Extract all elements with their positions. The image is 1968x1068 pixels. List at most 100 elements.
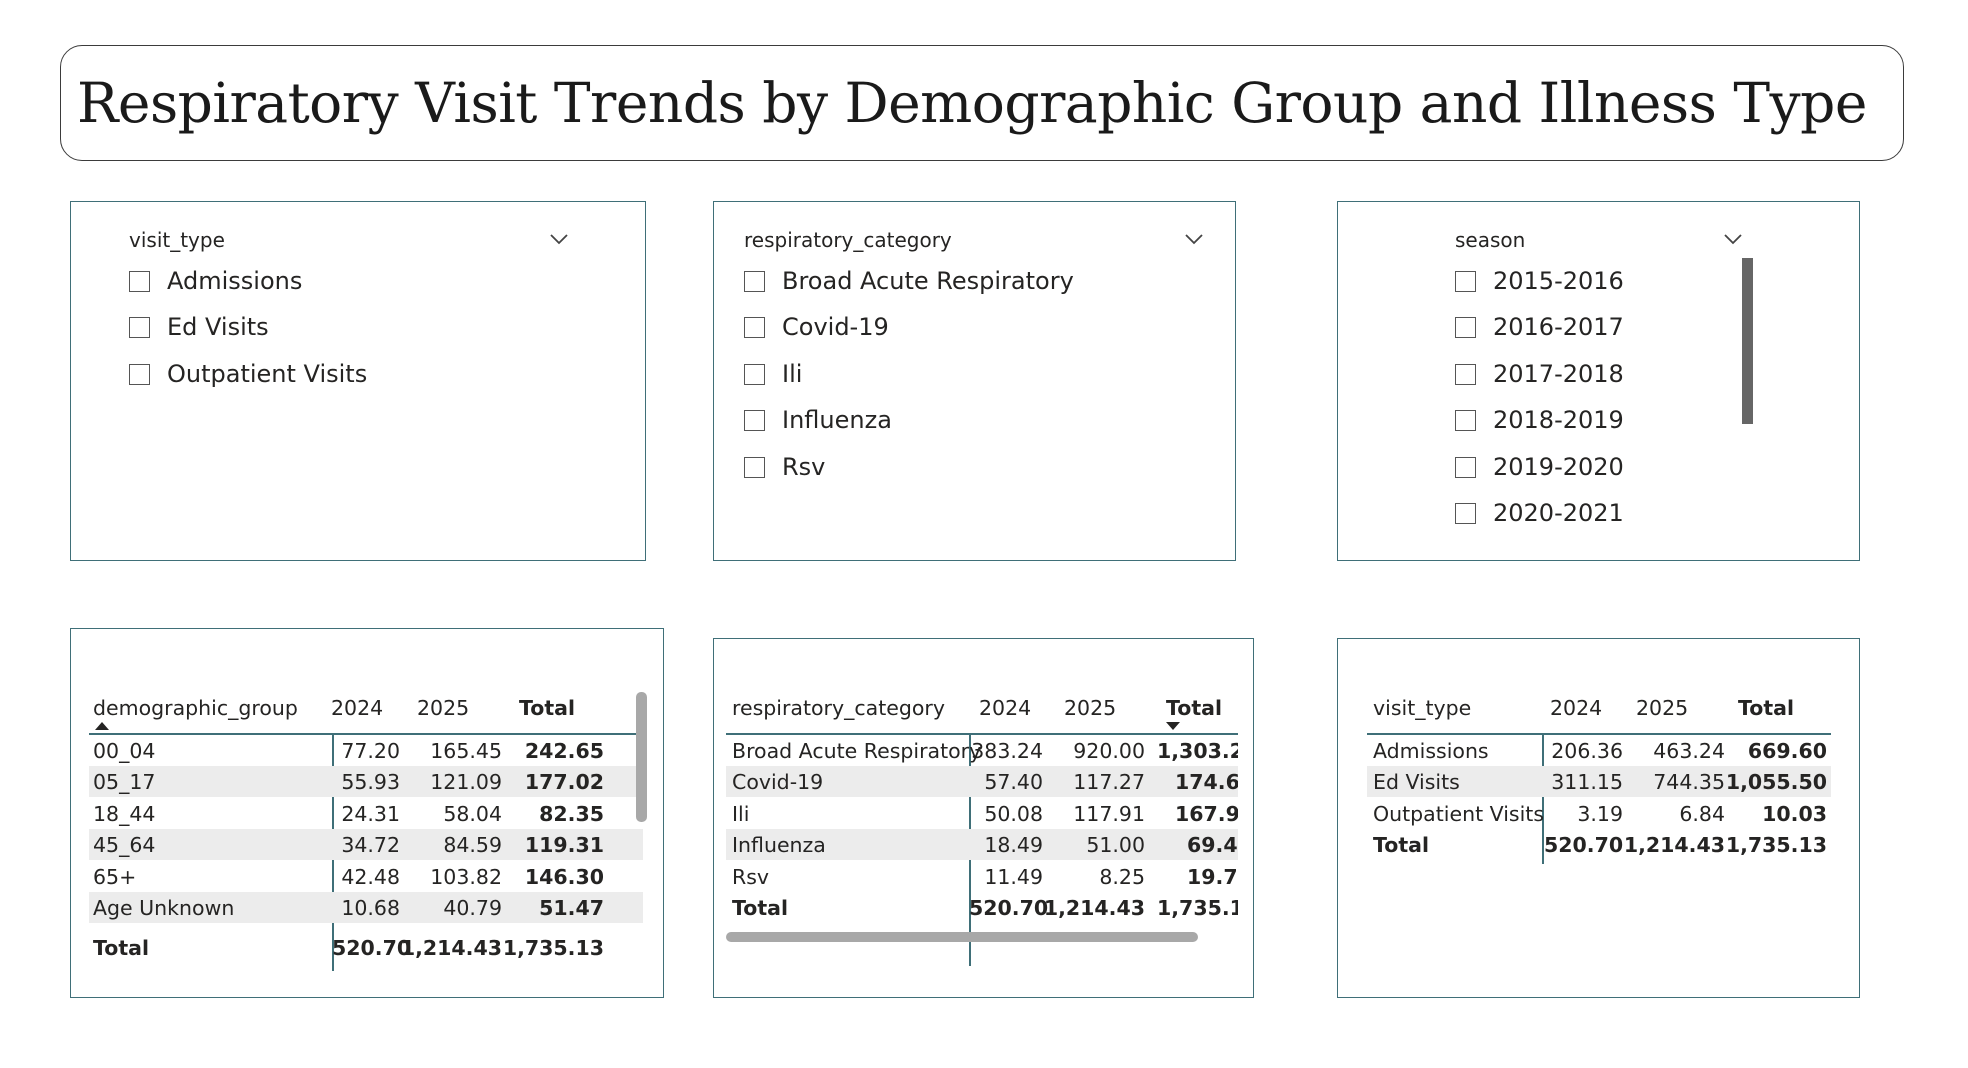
cell-2024: 42.48 xyxy=(341,864,400,889)
total-label: Total xyxy=(1373,832,1430,857)
cell-total: 19.7 xyxy=(1187,864,1238,889)
column-header[interactable]: demographic_group xyxy=(93,695,298,720)
slicer-option[interactable]: 2016-2017 xyxy=(1455,312,1624,342)
table-header-row: visit_type 2024 2025 Total xyxy=(1373,692,1833,723)
column-header[interactable]: 2025 xyxy=(1636,695,1689,720)
checkbox[interactable] xyxy=(744,456,765,478)
slicer-option[interactable]: Rsv xyxy=(744,452,825,482)
checkbox[interactable] xyxy=(1455,456,1476,478)
cell-2025: 6.84 xyxy=(1679,801,1725,826)
horizontal-scrollbar[interactable] xyxy=(726,932,1198,942)
table-row[interactable]: 05_17 55.93 121.09 177.02 xyxy=(89,766,643,797)
checkbox[interactable] xyxy=(1455,409,1476,431)
total-label: Total xyxy=(93,935,150,960)
column-header[interactable]: 2025 xyxy=(1064,695,1117,720)
column-header[interactable]: respiratory_category xyxy=(732,695,945,720)
slicer-header: season xyxy=(1455,228,1526,252)
row-label: 00_04 xyxy=(93,738,156,763)
column-header[interactable]: visit_type xyxy=(1373,695,1472,720)
column-header[interactable]: 2025 xyxy=(417,695,470,720)
checkbox[interactable] xyxy=(129,363,150,385)
slicer-option[interactable]: 2017-2018 xyxy=(1455,359,1624,389)
slicer-option[interactable]: Broad Acute Respiratory xyxy=(744,266,1074,296)
total-grand: 1,735.1 xyxy=(1157,895,1238,920)
slicer-option[interactable]: Admissions xyxy=(129,266,302,296)
slicer-option[interactable]: Influenza xyxy=(744,405,892,435)
chevron-down-icon[interactable] xyxy=(549,232,569,246)
slicer-option[interactable]: Outpatient Visits xyxy=(129,359,367,389)
table-row[interactable]: Rsv 11.49 8.25 19.7 xyxy=(726,861,1238,892)
visit-type-slicer: visit_type Admissions Ed Visits Outpatie… xyxy=(70,201,646,561)
table-row[interactable]: 45_64 34.72 84.59 119.31 xyxy=(89,829,643,860)
slicer-option[interactable]: 2018-2019 xyxy=(1455,405,1624,435)
table-row[interactable]: Ili 50.08 117.91 167.9 xyxy=(726,798,1238,829)
season-slicer: season 2015-2016 2016-2017 2017-2018 201… xyxy=(1337,201,1860,561)
cell-2024: 24.31 xyxy=(341,801,400,826)
total-2025: 1,214.43 xyxy=(400,935,502,960)
table-row[interactable]: Ed Visits 311.15 744.35 1,055.50 xyxy=(1367,766,1831,797)
table-row[interactable]: Covid-19 57.40 117.27 174.6 xyxy=(726,766,1238,797)
table-row[interactable]: Admissions 206.36 463.24 669.60 xyxy=(1367,735,1831,766)
cell-2024: 206.36 xyxy=(1551,738,1623,763)
cell-2024: 57.40 xyxy=(984,769,1043,794)
checkbox[interactable] xyxy=(744,409,765,431)
slicer-option[interactable]: 2020-2021 xyxy=(1455,498,1624,528)
cell-2025: 117.91 xyxy=(1073,801,1145,826)
sort-ascending-icon[interactable] xyxy=(95,722,109,730)
table-total-row: Total 520.70 1,214.43 1,735.13 xyxy=(1367,829,1831,860)
slicer-option[interactable]: Ed Visits xyxy=(129,312,269,342)
cell-2025: 920.00 xyxy=(1073,738,1145,763)
checkbox[interactable] xyxy=(129,316,150,338)
table-row[interactable]: 65+ 42.48 103.82 146.30 xyxy=(89,861,643,892)
slicer-option[interactable]: 2019-2020 xyxy=(1455,452,1624,482)
cell-2025: 40.79 xyxy=(443,895,502,920)
checkbox[interactable] xyxy=(744,270,765,292)
cell-2024: 77.20 xyxy=(341,738,400,763)
cell-2024: 11.49 xyxy=(984,864,1043,889)
column-header[interactable]: Total xyxy=(519,695,576,720)
cell-total: 1,055.50 xyxy=(1725,769,1827,794)
checkbox[interactable] xyxy=(744,316,765,338)
column-header[interactable]: 2024 xyxy=(331,695,384,720)
chevron-down-icon[interactable] xyxy=(1184,232,1204,246)
row-label: Admissions xyxy=(1373,738,1489,763)
table-row[interactable]: 00_04 77.20 165.45 242.65 xyxy=(89,735,643,766)
column-header[interactable]: 2024 xyxy=(979,695,1032,720)
checkbox[interactable] xyxy=(1455,363,1476,385)
vertical-scrollbar[interactable] xyxy=(636,692,647,822)
checkbox[interactable] xyxy=(1455,502,1476,524)
table-row[interactable]: Outpatient Visits 3.19 6.84 10.03 xyxy=(1367,798,1831,829)
checkbox[interactable] xyxy=(129,270,150,292)
table-row[interactable]: Broad Acute Respiratory 383.24 920.00 1,… xyxy=(726,735,1238,766)
slicer-option[interactable]: Covid-19 xyxy=(744,312,889,342)
row-label: 45_64 xyxy=(93,832,156,857)
table-row[interactable]: Age Unknown 10.68 40.79 51.47 xyxy=(89,892,643,923)
cell-2025: 463.24 xyxy=(1653,738,1725,763)
table-row[interactable]: 18_44 24.31 58.04 82.35 xyxy=(89,798,643,829)
slicer-option[interactable]: Ili xyxy=(744,359,802,389)
table-total-row: Total 520.70 1,214.43 1,735.1 xyxy=(726,892,1238,923)
report-title-box: Respiratory Visit Trends by Demographic … xyxy=(60,45,1904,161)
vertical-scrollbar[interactable] xyxy=(1742,258,1753,424)
row-label: Outpatient Visits xyxy=(1373,801,1544,826)
checkbox[interactable] xyxy=(1455,270,1476,292)
cell-total: 174.6 xyxy=(1175,769,1238,794)
checkbox[interactable] xyxy=(744,363,765,385)
chevron-down-icon[interactable] xyxy=(1723,232,1743,246)
column-header[interactable]: Total xyxy=(1166,695,1223,720)
checkbox[interactable] xyxy=(1455,316,1476,338)
table-row[interactable]: Influenza 18.49 51.00 69.4 xyxy=(726,829,1238,860)
cell-total: 119.31 xyxy=(524,832,604,857)
column-header[interactable]: Total xyxy=(1738,695,1795,720)
header-divider xyxy=(1367,733,1831,735)
sort-descending-icon[interactable] xyxy=(1166,722,1180,730)
slicer-option[interactable]: 2015-2016 xyxy=(1455,266,1624,296)
category-matrix: respiratory_category 2024 2025 Total Bro… xyxy=(713,638,1254,998)
column-header[interactable]: 2024 xyxy=(1550,695,1603,720)
cell-2025: 121.09 xyxy=(430,769,502,794)
demographic-matrix: demographic_group 2024 2025 Total 00_04 … xyxy=(70,628,664,998)
row-label: Influenza xyxy=(732,832,826,857)
cell-2025: 84.59 xyxy=(443,832,502,857)
slicer-header: respiratory_category xyxy=(744,228,952,252)
row-label: Broad Acute Respiratory xyxy=(732,738,982,763)
